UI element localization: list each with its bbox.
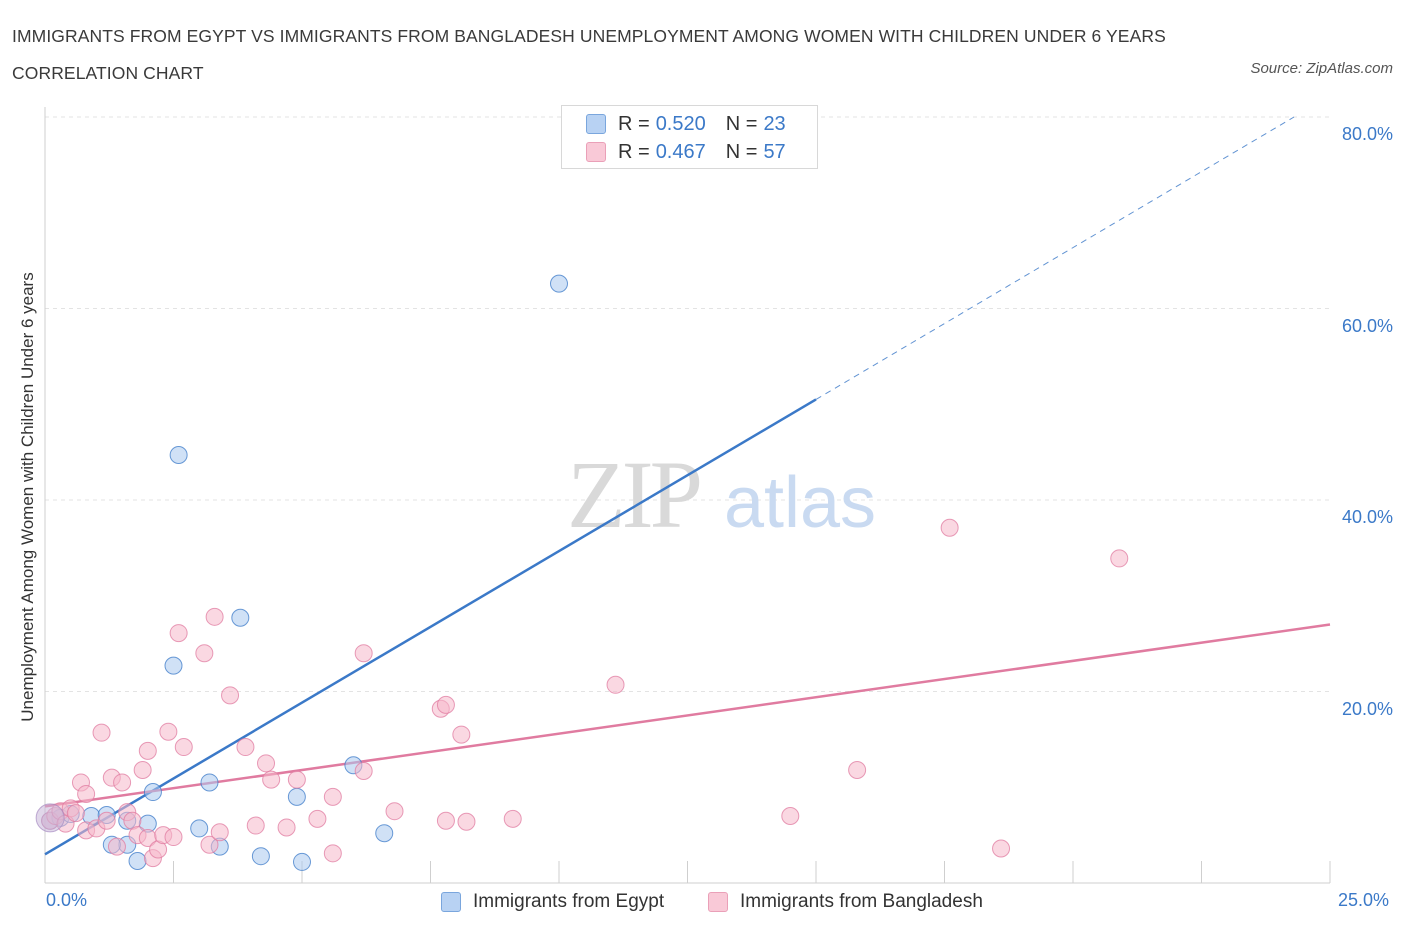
point-bangladesh	[354, 761, 373, 780]
point-bangladesh	[169, 624, 188, 643]
y-tick-label: 80.0%	[1341, 124, 1393, 144]
chart-title: IMMIGRANTS FROM EGYPT VS IMMIGRANTS FROM…	[12, 26, 1166, 83]
y-tick-label: 40.0%	[1341, 507, 1393, 527]
point-bangladesh	[236, 738, 255, 757]
point-bangladesh	[308, 809, 327, 828]
point-bangladesh	[77, 784, 96, 803]
y-axis-label: Unemployment Among Women with Children U…	[18, 272, 37, 722]
legend-n-bangladesh: 57	[763, 140, 786, 163]
point-bangladesh	[221, 686, 240, 705]
point-bangladesh	[323, 787, 342, 806]
point-egypt	[200, 773, 219, 792]
bottom-legend-swatch-egypt	[441, 892, 461, 912]
point-bangladesh	[262, 770, 281, 789]
point-bangladesh	[385, 802, 404, 821]
legend-row-bangladesh: R = 0.467 N = 57	[586, 139, 786, 165]
point-bangladesh	[452, 725, 471, 744]
legend-row-egypt: R = 0.520 N = 23	[586, 111, 786, 137]
point-bangladesh	[848, 761, 867, 780]
point-egypt	[143, 783, 162, 802]
legend-r-bangladesh: 0.467	[655, 140, 706, 163]
watermark-zip: ZIP	[567, 441, 700, 548]
bottom-legend-swatch-bangladesh	[708, 892, 728, 912]
bottom-legend-bangladesh: Immigrants from Bangladesh	[708, 889, 983, 915]
legend-n-label: N =	[725, 112, 758, 135]
legend-r-egypt: 0.520	[655, 112, 706, 135]
point-egypt	[287, 787, 306, 806]
point-bangladesh	[174, 738, 193, 757]
trend-line-egypt	[44, 398, 817, 856]
correlation-legend: R = 0.520 N = 23 R = 0.467 N = 57	[561, 105, 818, 169]
trend-extension-egypt	[815, 116, 1295, 400]
point-bangladesh	[354, 644, 373, 663]
watermark-atlas: atlas	[724, 463, 876, 543]
point-bangladesh	[164, 828, 183, 847]
point-bangladesh	[246, 816, 265, 835]
point-egypt	[190, 819, 209, 838]
point-bangladesh	[257, 754, 276, 773]
legend-r-label: R =	[618, 140, 650, 163]
legend-r-label: R =	[618, 112, 650, 135]
x-tick-max: 25.0%	[1338, 890, 1390, 910]
legend-swatch-egypt	[586, 114, 606, 134]
point-egypt	[128, 851, 147, 870]
point-bangladesh	[1110, 549, 1129, 568]
point-egypt	[169, 445, 188, 464]
trend-lines	[44, 116, 1331, 856]
point-bangladesh	[113, 773, 132, 792]
point-egypt	[164, 656, 183, 675]
point-egypt	[550, 274, 568, 293]
point-bangladesh	[138, 741, 157, 760]
point-egypt	[251, 847, 270, 866]
point-egypt	[293, 852, 311, 871]
y-tick-label: 60.0%	[1341, 315, 1393, 336]
point-cluster	[35, 803, 65, 833]
point-bangladesh	[781, 806, 800, 825]
bottom-legend-egypt: Immigrants from Egypt	[441, 889, 664, 915]
point-bangladesh	[992, 839, 1011, 858]
point-bangladesh	[133, 761, 152, 780]
legend-swatch-bangladesh	[586, 142, 606, 162]
data-points	[35, 274, 1129, 871]
trend-line-bangladesh	[44, 623, 1331, 808]
point-egypt	[375, 824, 394, 843]
legend-n-egypt: 23	[763, 112, 786, 135]
point-bangladesh	[97, 811, 116, 830]
point-bangladesh	[457, 812, 476, 831]
point-bangladesh	[436, 695, 455, 714]
point-bangladesh	[107, 837, 126, 856]
point-bangladesh	[503, 809, 522, 828]
legend-n-label: N =	[725, 140, 758, 163]
point-bangladesh	[436, 811, 455, 830]
point-bangladesh	[159, 722, 178, 741]
bottom-legend-label-bangladesh: Immigrants from Bangladesh	[740, 891, 983, 912]
point-bangladesh	[277, 818, 296, 837]
point-bangladesh	[606, 675, 625, 694]
point-bangladesh	[92, 723, 111, 742]
axes	[44, 107, 1331, 884]
point-bangladesh	[205, 607, 224, 626]
gridlines	[45, 116, 1330, 692]
y-tick-label: 20.0%	[1341, 698, 1393, 719]
point-bangladesh	[195, 644, 214, 663]
bottom-legend-label-egypt: Immigrants from Egypt	[473, 891, 665, 912]
x-tick-min: 0.0%	[46, 890, 88, 910]
point-bangladesh	[66, 804, 85, 823]
point-bangladesh	[287, 770, 306, 789]
point-bangladesh	[210, 823, 229, 842]
point-bangladesh	[323, 844, 342, 863]
point-bangladesh	[940, 518, 959, 537]
source-label: Source: ZipAtlas.com	[1250, 60, 1393, 77]
point-egypt	[231, 608, 250, 627]
point-bangladesh	[200, 835, 219, 854]
